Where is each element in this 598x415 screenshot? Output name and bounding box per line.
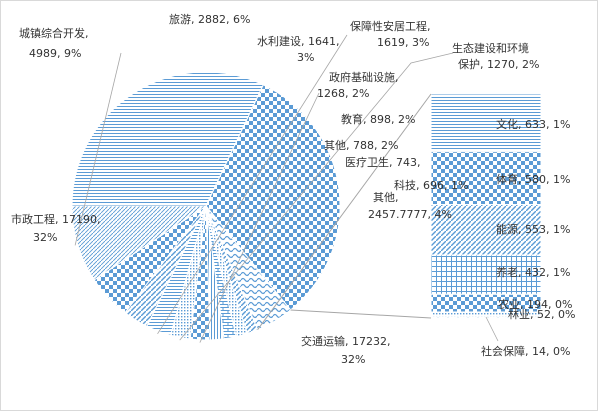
leader-line	[74, 52, 122, 246]
bar-label-6: 林业, 52, 0%	[508, 307, 575, 321]
slice-label-7: 教育, 898, 2%	[341, 112, 415, 126]
pie-slice	[71, 71, 264, 207]
slice-label-2b: 32%	[341, 353, 365, 366]
bar-label-1: 文化, 633, 1%	[496, 117, 570, 131]
leader-line	[199, 92, 320, 343]
slice-label-4: 科技, 696, 1%	[394, 178, 468, 192]
slice-label-6: 其他, 788, 2%	[324, 139, 398, 152]
slice-label-5: 医疗卫生, 743,	[345, 155, 421, 169]
slice-label-8: 政府基础设施,	[329, 70, 399, 84]
leader-line	[157, 34, 348, 335]
slice-label-3b: 2457.7777, 4%	[368, 208, 452, 221]
slice-label-13: 城镇综合开发,	[19, 26, 89, 40]
slice-label-10b: 1619, 3%	[377, 36, 429, 49]
slice-label-9b: 保护, 1270, 2%	[458, 57, 539, 71]
bar-label-5: 农业, 194, 0%	[498, 297, 572, 311]
slice-label-9: 生态建设和环境	[452, 41, 529, 55]
slice-label-2: 交通运输, 17232,	[301, 334, 390, 348]
connector-line	[290, 309, 432, 319]
bar-label-3: 能源, 553, 1%	[496, 222, 570, 236]
pie-slice	[205, 84, 341, 311]
bar-label-2: 体育, 580, 1%	[496, 172, 570, 186]
slice-label-11b: 3%	[297, 51, 314, 64]
bar-segment	[430, 93, 542, 153]
slice-label-12: 旅游, 2882, 6%	[169, 12, 250, 26]
bar-label-4: 养老, 432, 1%	[496, 265, 570, 279]
slice-label-1: 市政工程, 17190,	[11, 212, 100, 226]
leader-line	[485, 316, 499, 342]
connector-line	[257, 93, 432, 330]
slice-label-13b: 4989, 9%	[29, 47, 81, 60]
slice-label-8b: 1268, 2%	[317, 87, 369, 100]
slice-label-1b: 32%	[33, 231, 57, 244]
slice-label-11: 水利建设, 1641,	[257, 34, 339, 48]
leader-line	[179, 52, 454, 341]
pie-slice	[71, 205, 208, 281]
bar-label-7: 社会保障, 14, 0%	[481, 344, 570, 358]
slice-label-10: 保障性安居工程,	[350, 19, 431, 33]
slice-label-3: 其他,	[373, 191, 399, 204]
